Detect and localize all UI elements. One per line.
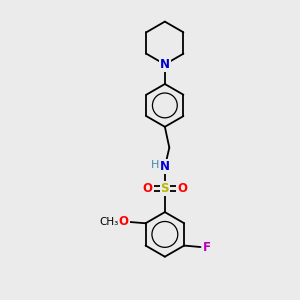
Text: CH₃: CH₃ [100,217,119,227]
Text: O: O [177,182,187,195]
Text: S: S [160,182,169,195]
Text: O: O [142,182,153,195]
Text: H: H [151,160,160,170]
Text: N: N [160,58,170,71]
Text: N: N [160,160,170,173]
Text: O: O [118,215,129,228]
Text: F: F [202,241,211,254]
